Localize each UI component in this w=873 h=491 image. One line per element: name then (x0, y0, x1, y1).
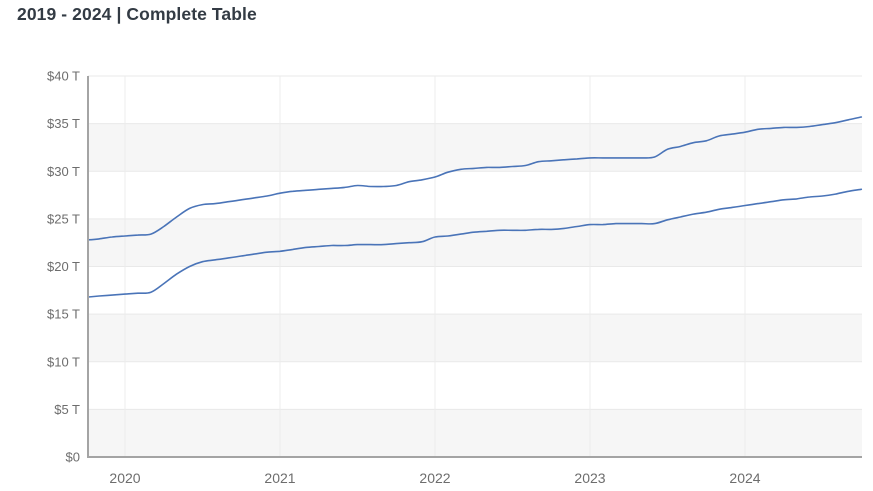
x-axis-tick-label: 2022 (419, 470, 450, 486)
x-axis-tick-label: 2021 (264, 470, 295, 486)
x-axis-tick-label: 2023 (574, 470, 605, 486)
y-axis-tick-label: $30 T (47, 164, 80, 179)
alt-band (88, 218, 862, 267)
y-axis-tick-label: $10 T (47, 354, 80, 369)
x-axis-tick-label: 2024 (729, 470, 760, 486)
series-lower-line (87, 188, 863, 298)
chart-title: 2019 - 2024 | Complete Table (17, 4, 257, 24)
y-axis-tick-label: $5 T (54, 402, 80, 417)
y-axis-tick-label: $20 T (47, 259, 80, 274)
y-axis-tick-label: $0 (66, 450, 80, 465)
x-axis-tick-label: 2020 (109, 470, 140, 486)
alt-band (88, 409, 862, 457)
alt-band (88, 123, 862, 172)
y-axis-tick-label: $25 T (47, 211, 80, 226)
y-axis-tick-label: $40 T (47, 69, 80, 84)
series-upper-line (87, 116, 863, 241)
y-axis-tick-label: $15 T (47, 307, 80, 322)
y-axis-tick-label: $35 T (47, 116, 80, 131)
alt-band (88, 314, 862, 362)
